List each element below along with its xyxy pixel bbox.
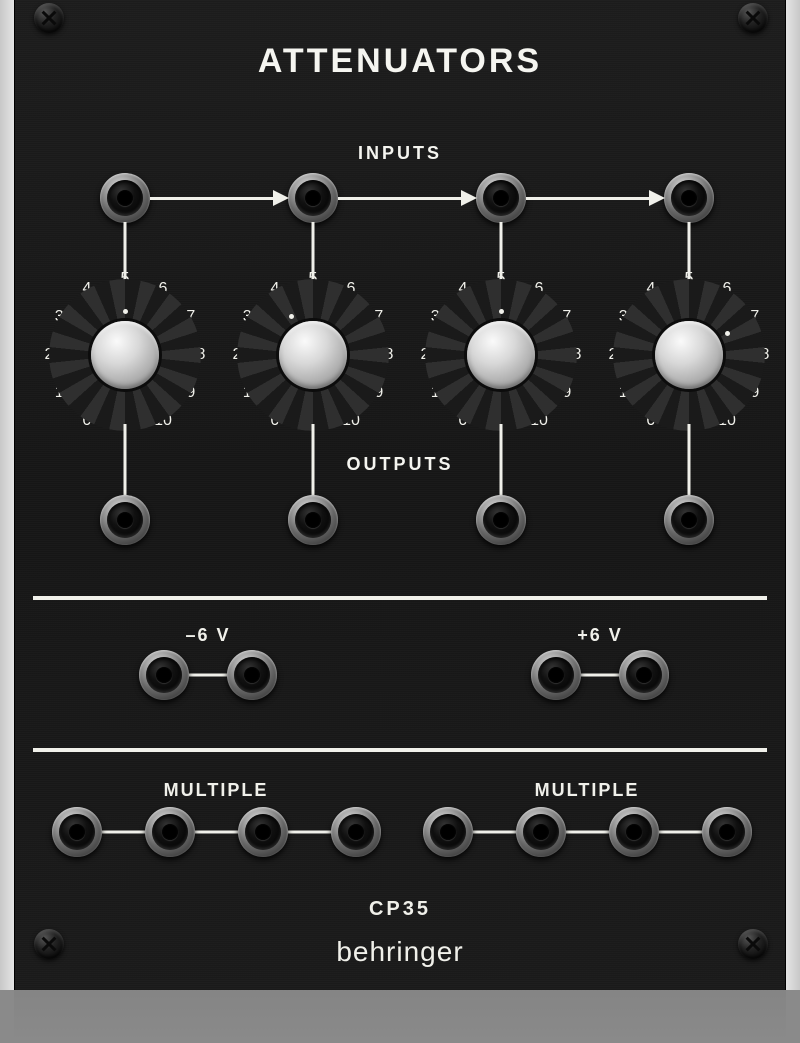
input-jack-2[interactable] [288, 173, 338, 223]
signal-line [124, 424, 127, 498]
neg-6v-label: –6 V [185, 625, 230, 646]
panel-screw [738, 3, 768, 33]
outputs-label: OUTPUTS [15, 454, 785, 475]
multiple-2-jack-4[interactable] [702, 807, 752, 857]
reflection: behringer CP35 [14, 990, 786, 1043]
attenuator-knob-1[interactable]: 012345678910 [45, 275, 205, 435]
front-panel: ATTENUATORS INPUTS OUTPUTS CP35 behringe… [14, 0, 786, 990]
pos-6v-jack-1[interactable] [531, 650, 581, 700]
signal-line [77, 831, 356, 834]
inputs-label: INPUTS [15, 143, 785, 164]
panel-title: ATTENUATORS [15, 42, 785, 81]
multiple-label-2: MULTIPLE [535, 780, 640, 801]
pos-6v-jack-2[interactable] [619, 650, 669, 700]
pos-6v-label: +6 V [577, 625, 623, 646]
multiple-2-jack-1[interactable] [423, 807, 473, 857]
multiple-1-jack-4[interactable] [331, 807, 381, 857]
output-jack-2[interactable] [288, 495, 338, 545]
section-divider [33, 596, 767, 600]
input-jack-3[interactable] [476, 173, 526, 223]
model-label: CP35 [15, 898, 785, 921]
output-jack-4[interactable] [664, 495, 714, 545]
multiple-2-jack-3[interactable] [609, 807, 659, 857]
multiple-1-jack-2[interactable] [145, 807, 195, 857]
signal-line [448, 831, 727, 834]
multiple-1-jack-1[interactable] [52, 807, 102, 857]
attenuator-knob-3[interactable]: 012345678910 [421, 275, 581, 435]
signal-line [500, 424, 503, 498]
attenuator-knob-2[interactable]: 012345678910 [233, 275, 393, 435]
multiple-label-1: MULTIPLE [164, 780, 269, 801]
signal-line [312, 424, 315, 498]
neg-6v-jack-2[interactable] [227, 650, 277, 700]
multiple-2-jack-2[interactable] [516, 807, 566, 857]
brand-label: behringer [15, 936, 785, 968]
attenuator-knob-4[interactable]: 012345678910 [609, 275, 769, 435]
output-jack-1[interactable] [100, 495, 150, 545]
output-jack-3[interactable] [476, 495, 526, 545]
panel-screw [34, 929, 64, 959]
neg-6v-jack-1[interactable] [139, 650, 189, 700]
panel-screw [34, 3, 64, 33]
input-jack-4[interactable] [664, 173, 714, 223]
multiple-1-jack-3[interactable] [238, 807, 288, 857]
module-chassis: ATTENUATORS INPUTS OUTPUTS CP35 behringe… [0, 0, 800, 990]
input-jack-1[interactable] [100, 173, 150, 223]
section-divider [33, 748, 767, 752]
signal-line [688, 424, 691, 498]
panel-screw [738, 929, 768, 959]
